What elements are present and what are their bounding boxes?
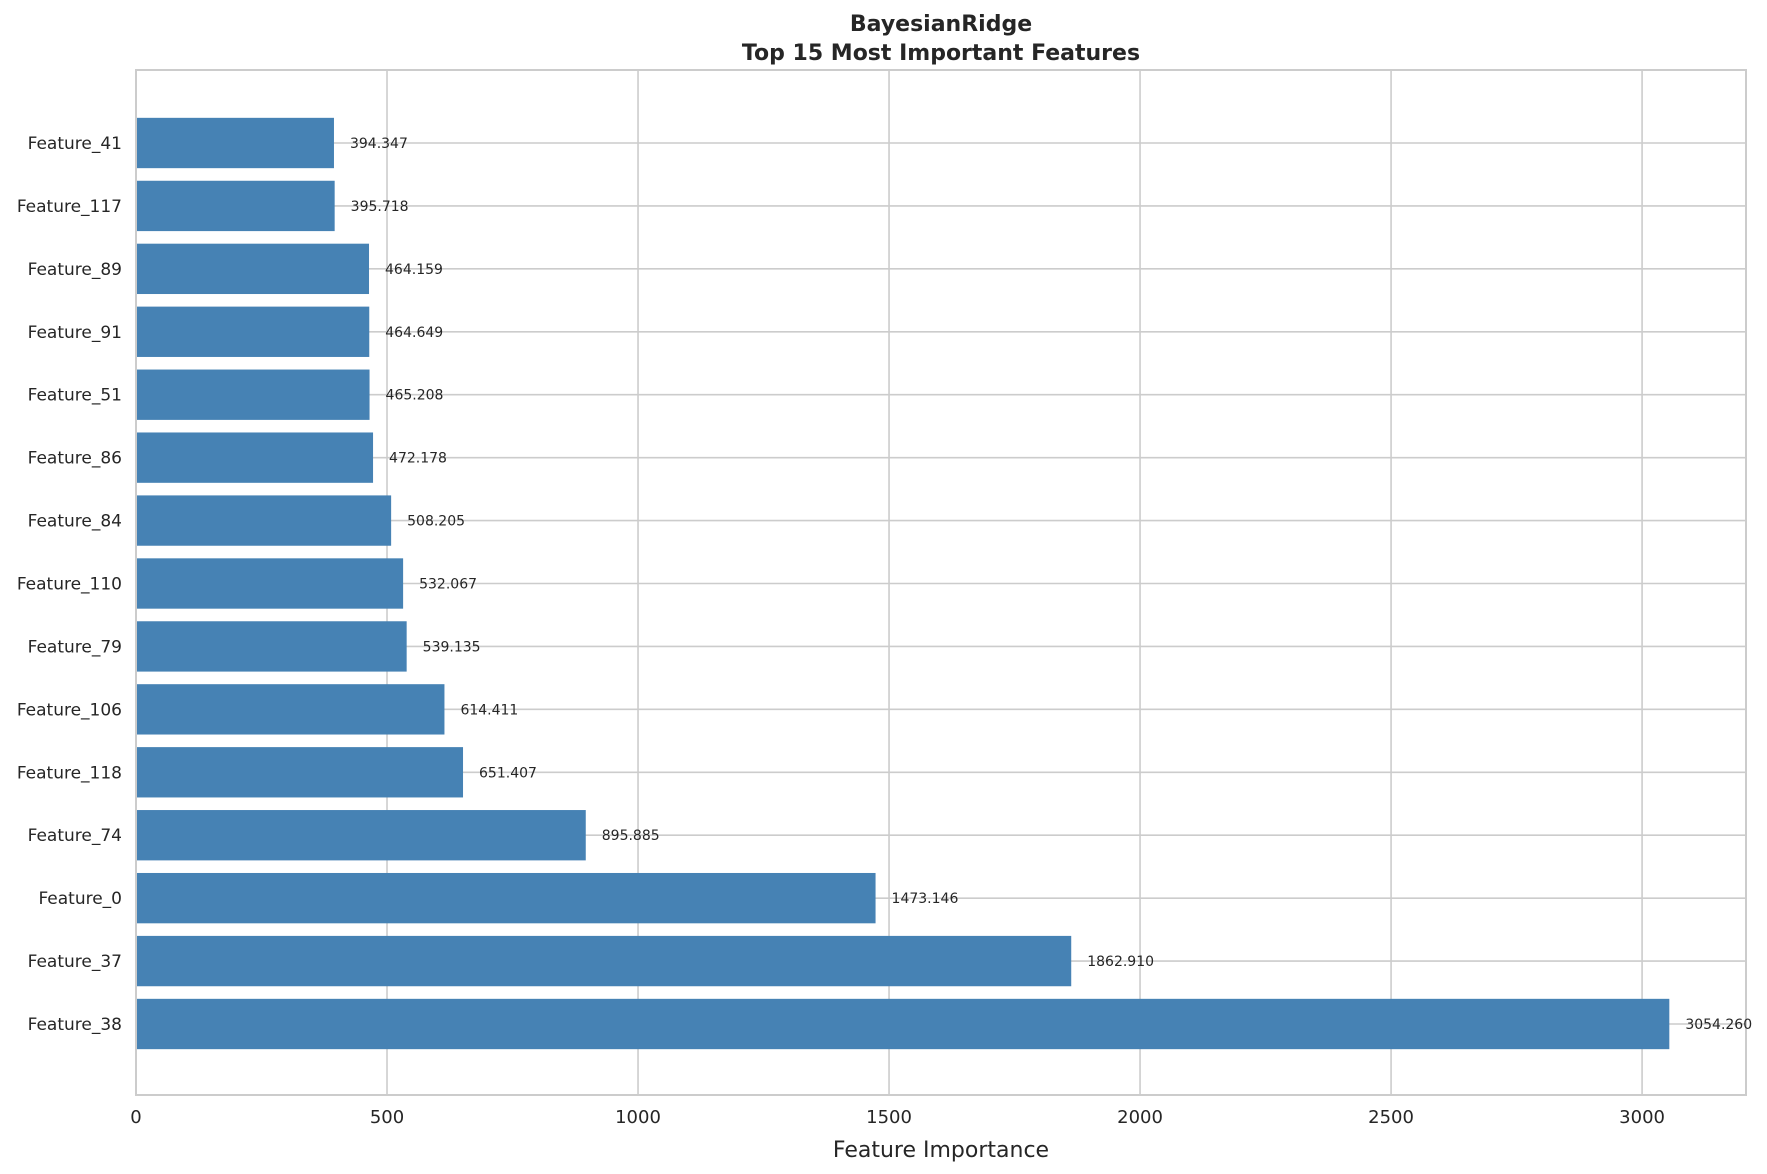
chart-subtitle: Top 15 Most Important Features [742,41,1140,66]
bar [136,495,392,546]
data-label: 464.159 [385,262,443,278]
y-tick-label: Feature_110 [17,575,122,595]
bar [136,558,404,609]
y-tick-label: Feature_91 [28,323,122,343]
data-label: 1862.910 [1087,954,1154,970]
y-tick-label: Feature_41 [28,134,122,154]
x-tick-label: 0 [130,1107,141,1128]
data-label: 614.411 [460,702,518,718]
data-label: 539.135 [423,639,481,655]
data-label: 395.718 [351,199,409,215]
y-tick-label: Feature_117 [17,197,122,217]
bars [136,117,1670,1050]
bar [136,369,370,420]
x-tick-label: 3000 [1619,1107,1665,1128]
bar [136,872,876,924]
data-label: 532.067 [419,577,477,593]
x-tick-label: 2500 [1368,1107,1414,1128]
y-tick-label: Feature_79 [28,637,122,657]
bar [136,117,334,169]
x-axis-label: Feature Importance [833,1138,1049,1163]
data-label: 1473.146 [892,891,959,907]
data-label: 3054.260 [1685,1017,1752,1033]
data-label: 394.347 [350,136,408,152]
y-tick-label: Feature_74 [28,826,122,846]
x-tick-label: 1500 [866,1107,912,1128]
data-labels: 3054.260 1862.910 1473.146 895.885 651.407 61… [350,136,1752,1033]
x-tick-labels: 0 500 1000 1500 2000 2500 3000 [130,1107,1665,1128]
x-tick-label: 2000 [1117,1107,1163,1128]
y-tick-label: Feature_38 [28,1015,122,1035]
bar [136,306,370,357]
y-tick-label: Feature_84 [28,512,122,532]
bar [136,935,1072,987]
y-tick-label: Feature_86 [28,449,122,469]
y-tick-label: Feature_51 [28,386,122,406]
bar [136,747,464,798]
y-tick-label: Feature_106 [17,700,122,720]
bar [136,432,374,483]
bar [136,621,407,672]
chart-title: BayesianRidge [850,12,1032,37]
y-tick-label: Feature_89 [28,260,122,280]
plot-frame [135,69,1747,1096]
bar [136,180,335,232]
x-tick-label: 500 [370,1107,404,1128]
y-tick-label: Feature_0 [38,889,122,909]
data-label: 508.205 [407,514,465,530]
y-tick-label: Feature_37 [28,952,122,972]
y-tick-labels: Feature_38 Feature_37 Feature_0 Feature_74 F… [17,134,122,1035]
y-tick-label: Feature_118 [17,763,122,783]
data-label: 464.649 [385,325,443,341]
bar [136,243,370,295]
bar [136,684,445,735]
data-label: 472.178 [389,451,447,467]
bar [136,998,1670,1050]
data-label: 895.885 [602,828,660,844]
data-label: 651.407 [479,765,537,781]
bar [136,810,586,861]
data-label: 465.208 [386,388,444,404]
x-tick-label: 1000 [615,1107,661,1128]
